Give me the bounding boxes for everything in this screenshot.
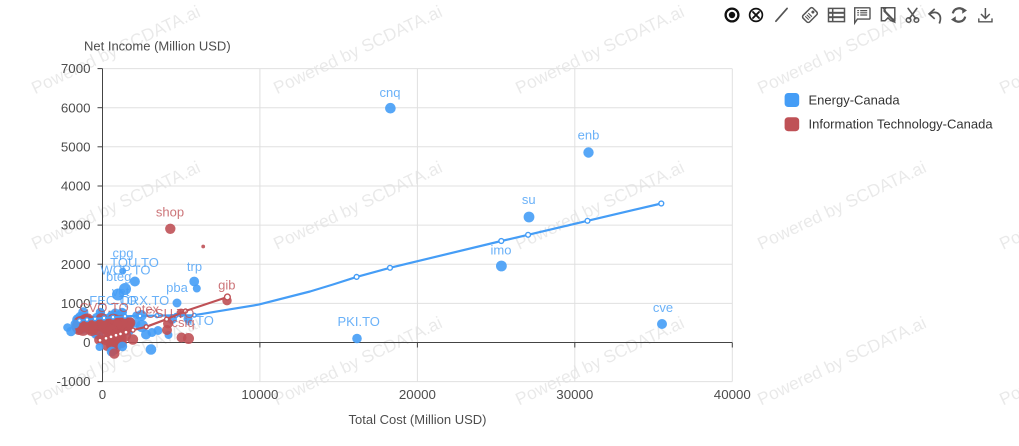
svg-text:Powered by SCDATA.ai: Powered by SCDATA.ai — [996, 157, 1019, 254]
svg-text:Powered by SCDATA.ai: Powered by SCDATA.ai — [996, 1, 1019, 98]
svg-text:Net Income (Million USD): Net Income (Million USD) — [84, 39, 231, 54]
svg-text:Information Technology-Canada: Information Technology-Canada — [809, 117, 994, 132]
svg-text:0: 0 — [99, 387, 106, 402]
svg-text:Powered by SCDATA.ai: Powered by SCDATA.ai — [996, 312, 1019, 409]
svg-text:PKI.TO: PKI.TO — [338, 314, 380, 329]
svg-text:enb: enb — [578, 127, 600, 142]
svg-text:6000: 6000 — [61, 100, 91, 115]
svg-text:WCP.TO: WCP.TO — [100, 263, 150, 278]
svg-text:4000: 4000 — [61, 179, 91, 194]
svg-text:40000: 40000 — [714, 387, 751, 402]
svg-text:20000: 20000 — [399, 387, 436, 402]
svg-text:QRX.TO: QRX.TO — [120, 293, 170, 308]
svg-text:Powered by SCDATA.ai: Powered by SCDATA.ai — [270, 157, 445, 254]
svg-text:cve: cve — [653, 300, 673, 315]
svg-text:CSU.TO: CSU.TO — [146, 306, 195, 321]
svg-text:5000: 5000 — [61, 139, 91, 154]
svg-text:7000: 7000 — [61, 61, 91, 76]
svg-text:cpg: cpg — [113, 245, 134, 260]
svg-text:10000: 10000 — [241, 387, 278, 402]
svg-text:Powered by SCDATA.ai: Powered by SCDATA.ai — [512, 1, 687, 98]
svg-text:Powered by SCDATA.ai: Powered by SCDATA.ai — [754, 312, 929, 409]
svg-text:CVO.TO: CVO.TO — [79, 300, 129, 315]
svg-text:0: 0 — [83, 335, 90, 350]
svg-text:otex: otex — [135, 301, 160, 316]
svg-text:Total Cost (Million USD): Total Cost (Million USD) — [349, 412, 487, 427]
svg-text:Energy-Canada: Energy-Canada — [809, 92, 901, 107]
svg-text:vet: vet — [112, 284, 130, 299]
svg-text:FEC.TO: FEC.TO — [89, 293, 136, 308]
svg-text:3000: 3000 — [61, 218, 91, 233]
svg-text:2000: 2000 — [61, 257, 91, 272]
svg-text:bteg: bteg — [106, 269, 131, 284]
svg-text:Powered by SCDATA.ai: Powered by SCDATA.ai — [270, 1, 445, 98]
svg-text:pba: pba — [166, 280, 188, 295]
svg-text:u.TO: u.TO — [185, 313, 214, 328]
svg-text:cnq: cnq — [380, 85, 401, 100]
svg-text:TOU.TO: TOU.TO — [110, 255, 159, 270]
svg-text:imo: imo — [491, 242, 512, 257]
svg-text:trp: trp — [187, 259, 202, 274]
svg-text:shop: shop — [156, 204, 184, 219]
svg-text:30000: 30000 — [556, 387, 593, 402]
svg-text:gib: gib — [218, 277, 235, 292]
svg-text:su: su — [522, 192, 536, 207]
svg-text:-1000: -1000 — [56, 374, 90, 389]
svg-text:csiq: csiq — [171, 315, 194, 330]
svg-text:Powered by SCDATA.ai: Powered by SCDATA.ai — [754, 157, 929, 254]
